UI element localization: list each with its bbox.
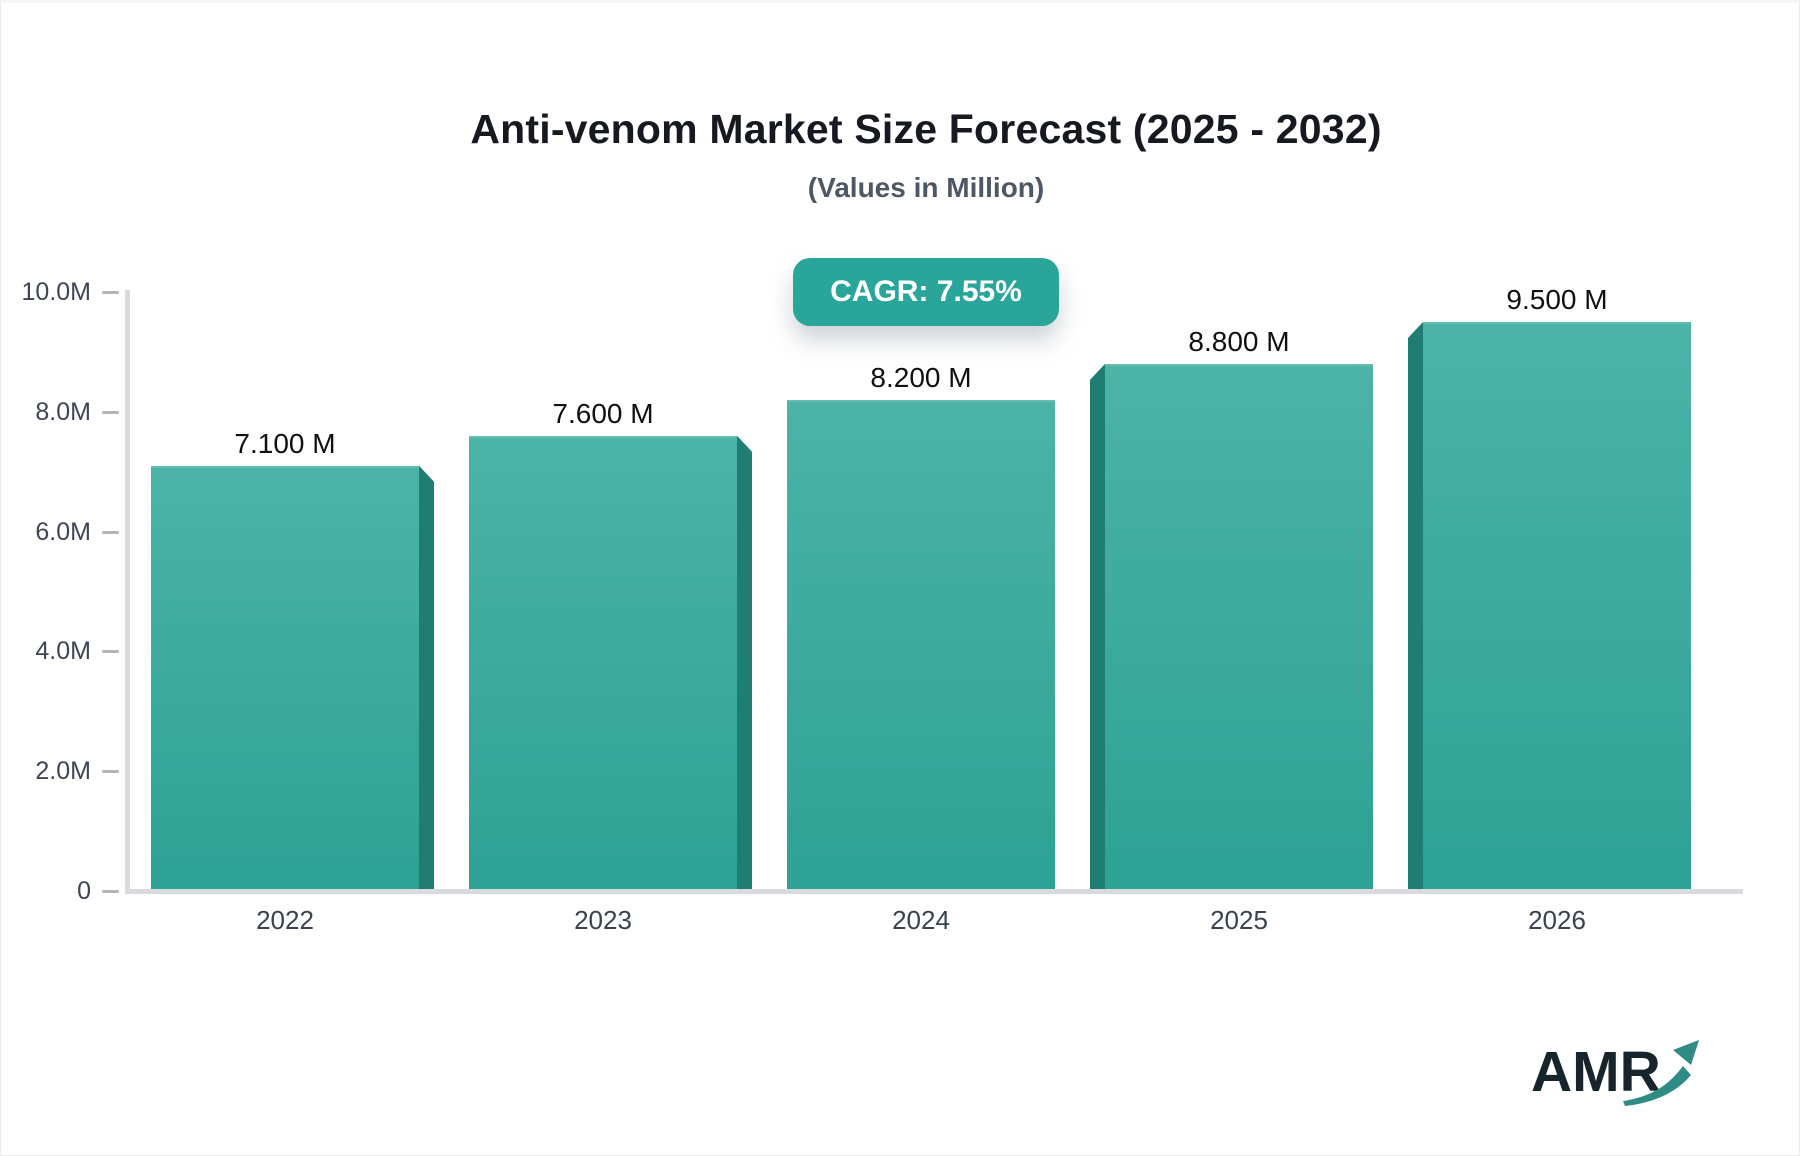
y-tick-label: 2.0M (35, 757, 91, 786)
y-tick-mark (102, 530, 119, 534)
x-tick-label: 2022 (256, 905, 314, 935)
y-tick-label: 8.0M (35, 397, 91, 426)
x-tick-label: 2025 (1210, 905, 1268, 935)
y-tick-mark (102, 650, 119, 654)
bar (1105, 363, 1373, 889)
y-tick-mark (102, 770, 119, 774)
amr-logo: AMR (1529, 1033, 1719, 1113)
chart-subtitle: (Values in Million) (807, 172, 1045, 203)
bar-3d-side (1090, 363, 1105, 889)
y-tick-mark (102, 291, 119, 294)
bar-value-label: 8.200 M (870, 361, 972, 393)
x-tick-label: 2024 (892, 905, 950, 935)
bar-value-label: 8.800 M (1188, 325, 1290, 357)
x-tick-label: 2023 (574, 905, 632, 935)
amr-logo-text: AMR (1531, 1040, 1661, 1104)
bar (1423, 321, 1691, 889)
y-tick-mark (102, 410, 119, 414)
x-tick-label: 2026 (1528, 905, 1586, 935)
bar-value-label: 9.500 M (1506, 283, 1608, 315)
y-tick-label: 4.0M (35, 637, 91, 666)
bar-value-label: 7.100 M (234, 427, 336, 459)
x-axis-line (125, 889, 1743, 894)
y-tick-label: 0 (77, 877, 91, 905)
growth-arrow-icon (1623, 1066, 1691, 1106)
bar-3d-side (1408, 321, 1423, 889)
y-tick-label: 10.0M (21, 278, 91, 306)
bar (469, 435, 737, 889)
y-tick-label: 6.0M (35, 517, 91, 546)
bar (787, 399, 1055, 889)
amr-logo-graphic: AMR (1531, 1040, 1699, 1106)
y-tick-mark (102, 890, 119, 893)
cagr-badge: CAGR: 7.55% (793, 258, 1059, 326)
bar (151, 465, 419, 889)
bar-3d-side (737, 435, 752, 889)
y-axis-line (125, 290, 130, 894)
bar-3d-side (419, 465, 434, 889)
chart-title: Anti-venom Market Size Forecast (2025 - … (470, 106, 1382, 152)
plot-area: 0 2.0M 4.0M 6.0M 8.0M 10.0M 7.100 M 2022 7.600 M… (1, 3, 1799, 1155)
bar-value-label: 7.600 M (552, 397, 654, 429)
growth-arrow-head-icon (1673, 1040, 1699, 1065)
